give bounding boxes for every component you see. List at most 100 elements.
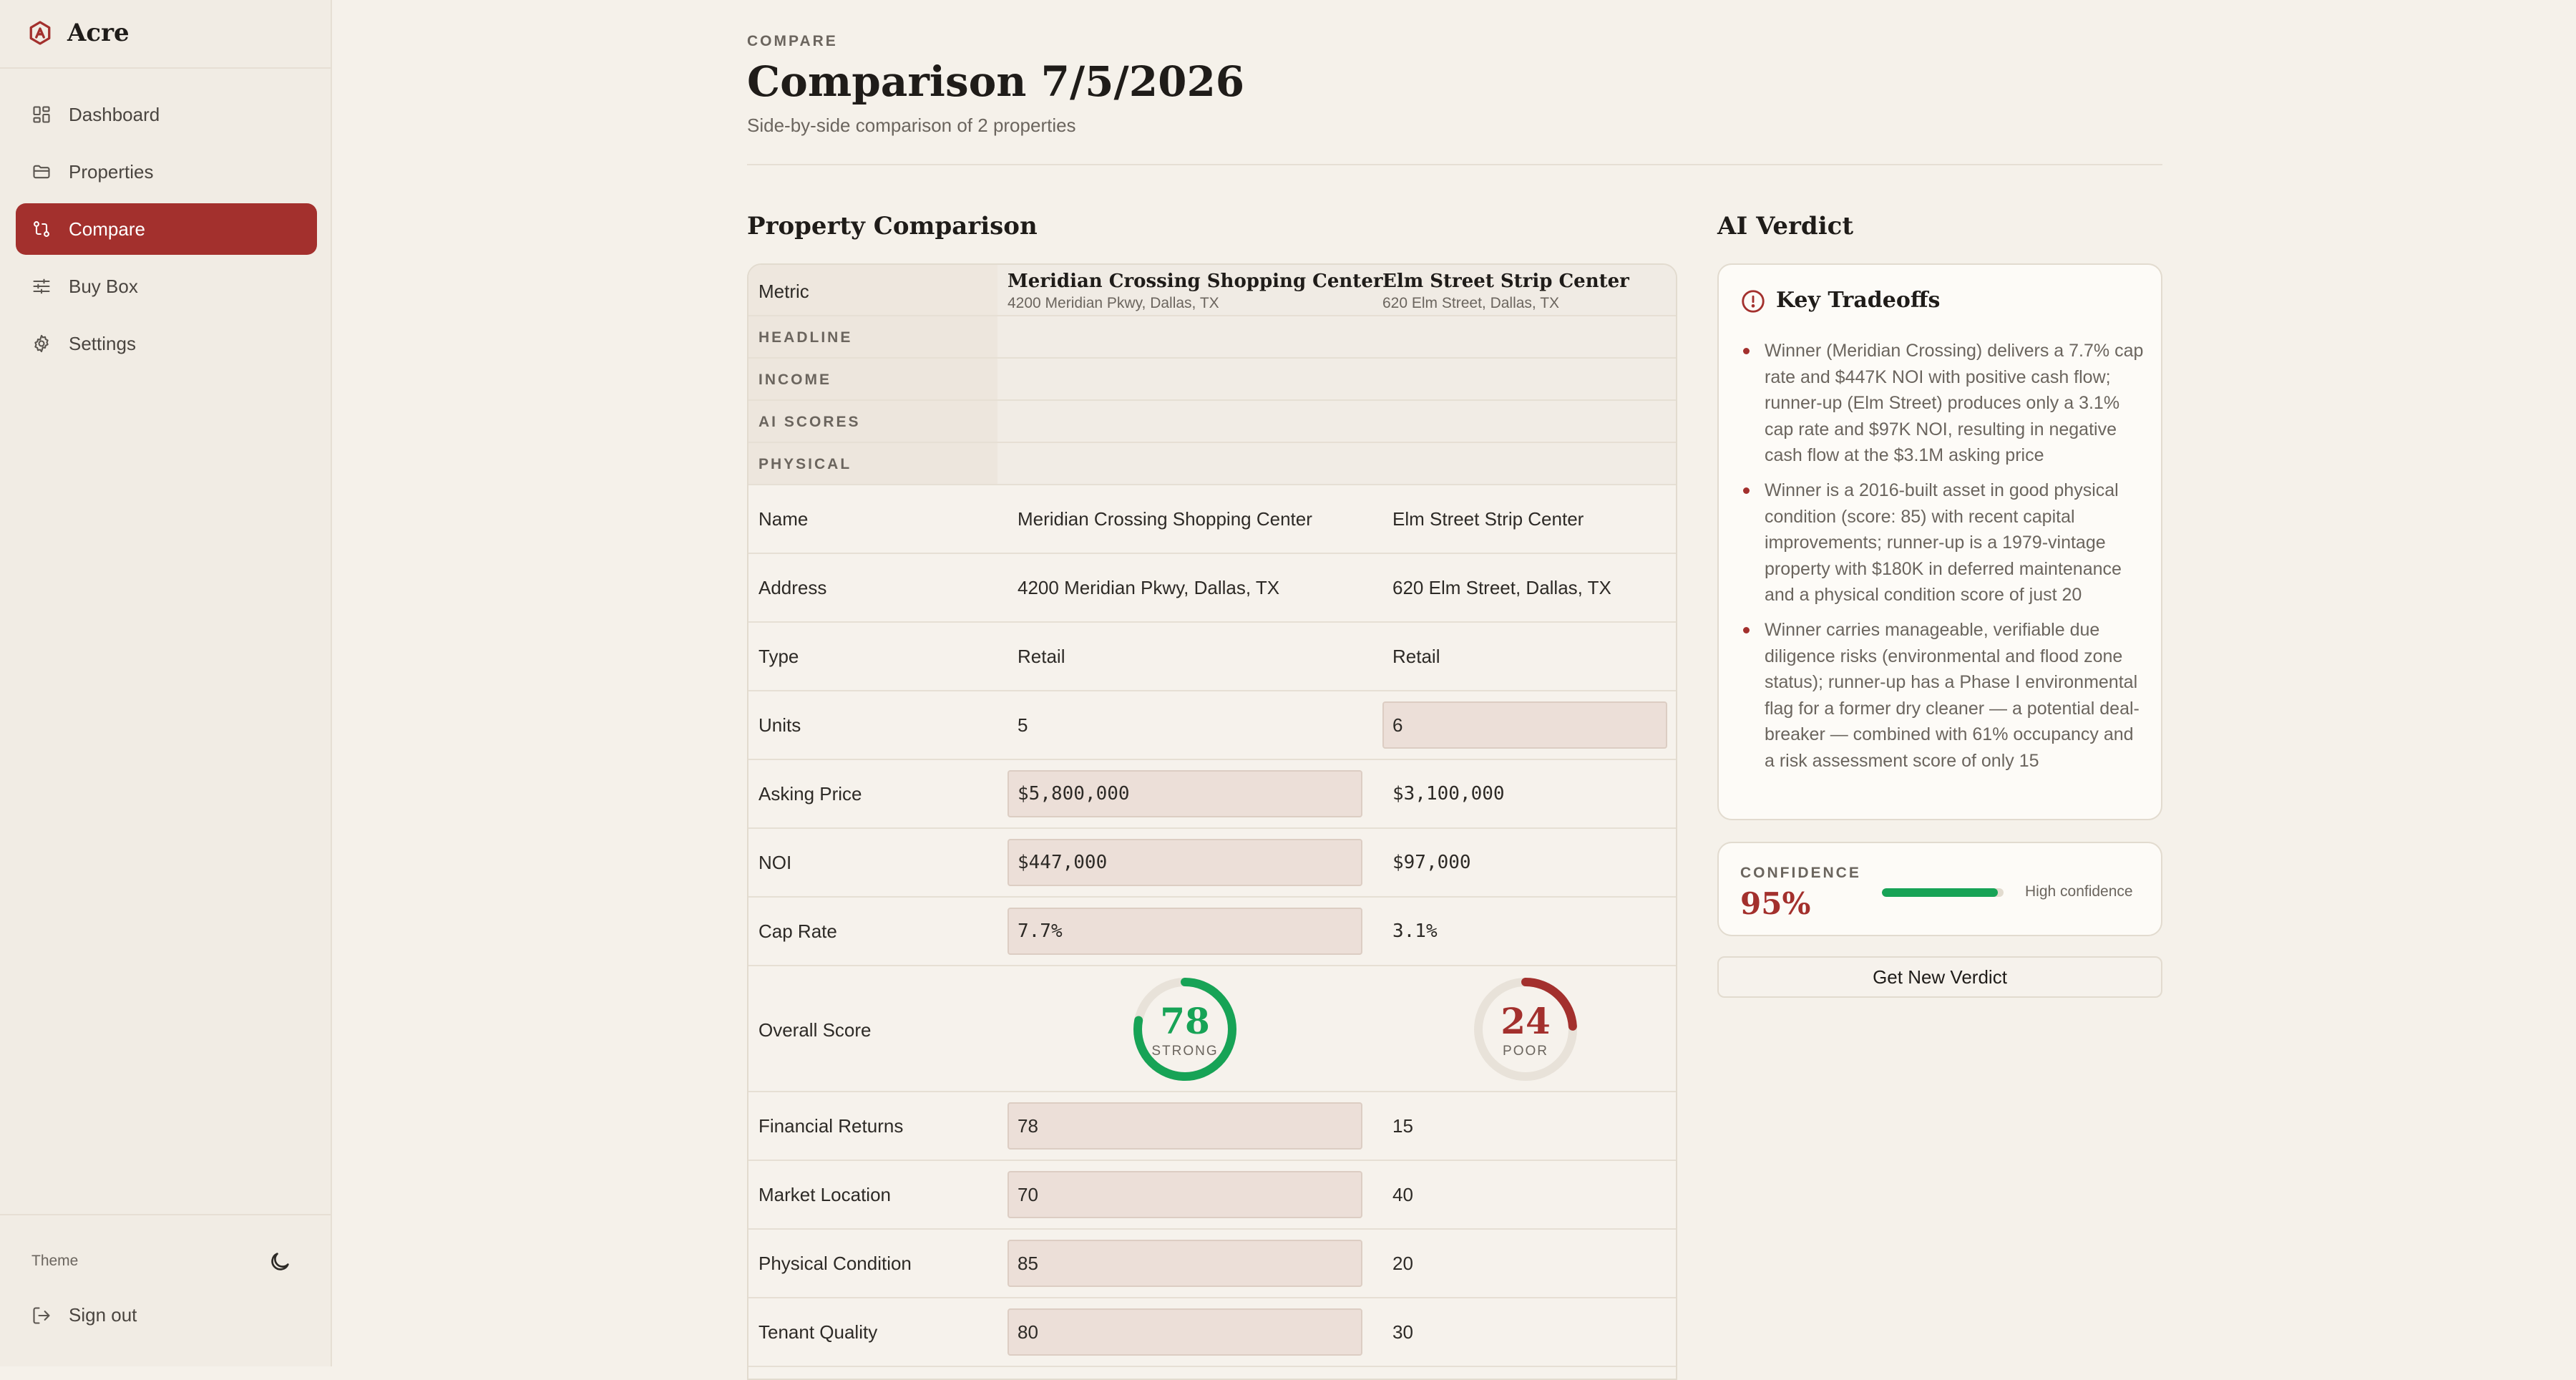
sliders-icon: [33, 278, 50, 294]
score-ring-property-1: 78 STRONG: [1133, 978, 1236, 1081]
sidebar-item-label: Compare: [69, 218, 145, 240]
overall-score-value: 24: [1501, 1000, 1551, 1042]
sidebar-item-label: Properties: [69, 160, 154, 183]
sign-out-button[interactable]: Sign out: [31, 1304, 137, 1326]
brand-name: Acre: [67, 19, 130, 47]
overall-score-rating: STRONG: [1151, 1044, 1218, 1059]
brand[interactable]: Acre: [27, 16, 130, 50]
divider: [747, 164, 2162, 165]
sidebar-item-settings[interactable]: Settings: [16, 318, 317, 369]
metric-label: Units: [758, 714, 801, 736]
value-property-1: 80: [1018, 1321, 1038, 1343]
group-row-physical[interactable]: PHYSICAL: [748, 443, 1676, 485]
list-item: Winner is a 2016-built asset in good phy…: [1740, 477, 2148, 608]
metric-label: Asking Price: [758, 783, 862, 805]
value-property-1: 78: [1018, 1115, 1038, 1137]
sidebar-item-label: Buy Box: [69, 275, 138, 297]
value-property-2: 15: [1392, 1115, 1413, 1137]
sidebar-item-dashboard[interactable]: Dashboard: [16, 89, 317, 140]
comparison-section-title: Property Comparison: [747, 212, 1038, 240]
metric-label: Tenant Quality: [758, 1321, 878, 1343]
table-row-asking-price: Asking Price $5,800,000 $3,100,000: [748, 760, 1676, 829]
confidence-label: CONFIDENCE: [1740, 865, 1861, 881]
table-row-noi: NOI $447,000 $97,000: [748, 829, 1676, 898]
list-item: Winner carries manageable, verifiable du…: [1740, 617, 2148, 774]
property-2-address: 620 Elm Street, Dallas, TX: [1382, 295, 1560, 311]
table-row-physical-condition: Physical Condition 85 20: [748, 1230, 1676, 1298]
value-property-2: 20: [1392, 1253, 1413, 1274]
divider: [0, 1214, 331, 1215]
moon-icon[interactable]: [268, 1250, 292, 1274]
metric-label: Overall Score: [758, 1019, 872, 1041]
group-row-ai-scores[interactable]: AI SCORES: [748, 401, 1676, 443]
value-property-2: Retail: [1392, 646, 1440, 667]
page-subtitle: Side-by-side comparison of 2 properties: [747, 115, 1076, 136]
winner-highlight: [1008, 1102, 1362, 1150]
metric-label: Name: [758, 508, 809, 530]
winner-highlight: [1382, 701, 1667, 749]
value-property-2: $3,100,000: [1392, 783, 1505, 805]
key-tradeoffs-card: Key Tradeoffs Winner (Meridian Crossing)…: [1717, 263, 2162, 820]
value-property-2: 6: [1392, 714, 1403, 736]
value-property-1: 7.7%: [1018, 920, 1063, 942]
value-property-2: 620 Elm Street, Dallas, TX: [1392, 577, 1611, 598]
tradeoffs-list: Winner (Meridian Crossing) delivers a 7.…: [1740, 338, 2148, 783]
sign-out-icon: [33, 1306, 50, 1324]
confidence-card: CONFIDENCE 95% High confidence: [1717, 842, 2162, 936]
table-row-units: Units 5 6: [748, 691, 1676, 760]
group-label: PHYSICAL: [758, 456, 852, 472]
value-property-1: $5,800,000: [1018, 783, 1130, 805]
sidebar-item-properties[interactable]: Properties: [16, 146, 317, 198]
verdict-section-title: AI Verdict: [1717, 212, 1854, 240]
sidebar-item-buy-box[interactable]: Buy Box: [16, 261, 317, 312]
sign-out-label: Sign out: [69, 1304, 137, 1326]
group-row-headline[interactable]: HEADLINE: [748, 316, 1676, 359]
compare-icon: [34, 221, 49, 237]
metric-label: NOI: [758, 852, 792, 873]
confidence-value: 95%: [1740, 886, 1811, 921]
value-property-2: Elm Street Strip Center: [1392, 508, 1584, 530]
value-property-1: 5: [1018, 714, 1028, 736]
value-property-2: 30: [1392, 1321, 1413, 1343]
table-row-market-location: Market Location 70 40: [748, 1161, 1676, 1230]
winner-highlight: [1008, 1308, 1362, 1356]
value-property-2: 40: [1392, 1184, 1413, 1205]
sidebar-item-compare[interactable]: Compare: [16, 203, 317, 255]
property-1-name: Meridian Crossing Shopping Center: [1008, 271, 1383, 292]
confidence-bar-fill: [1882, 888, 1998, 897]
metric-label: Physical Condition: [758, 1253, 912, 1274]
confidence-bar: [1882, 888, 2004, 897]
table-row-address: Address 4200 Meridian Pkwy, Dallas, TX 6…: [748, 554, 1676, 623]
group-label: INCOME: [758, 371, 831, 388]
divider: [0, 67, 331, 69]
overall-score-value: 78: [1160, 1000, 1210, 1042]
theme-label: Theme: [31, 1253, 79, 1269]
group-row-income[interactable]: INCOME: [748, 359, 1676, 401]
table-row-financial-returns: Financial Returns 78 15: [748, 1092, 1676, 1161]
winner-highlight: [1008, 839, 1362, 886]
alert-circle-icon: [1742, 290, 1765, 313]
winner-highlight: [1008, 770, 1362, 817]
value-property-1: $447,000: [1018, 852, 1108, 873]
sidebar: Acre Dashboard Properties Compare Buy Bo…: [0, 0, 332, 1366]
value-property-2: 3.1%: [1392, 920, 1438, 942]
page-eyebrow: COMPARE: [747, 33, 838, 49]
folder-icon: [33, 165, 50, 179]
winner-highlight: [1008, 1171, 1362, 1218]
table-row-type: Type Retail Retail: [748, 623, 1676, 691]
gear-icon: [34, 334, 49, 353]
value-property-1: 85: [1018, 1253, 1038, 1274]
get-new-verdict-button[interactable]: Get New Verdict: [1717, 956, 2162, 998]
value-property-1: Meridian Crossing Shopping Center: [1018, 508, 1312, 530]
score-ring-property-2: 24 POOR: [1474, 978, 1577, 1081]
winner-highlight: [1008, 908, 1362, 955]
table-row-name: Name Meridian Crossing Shopping Center E…: [748, 485, 1676, 554]
value-property-1: 70: [1018, 1184, 1038, 1205]
metric-label: Cap Rate: [758, 920, 837, 942]
comparison-table: Metric Meridian Crossing Shopping Center…: [747, 263, 1677, 1380]
group-label: HEADLINE: [758, 329, 853, 346]
value-property-2: $97,000: [1392, 852, 1471, 873]
value-property-1: Retail: [1018, 646, 1065, 667]
metric-label: Type: [758, 646, 799, 667]
metric-label: Address: [758, 577, 827, 598]
